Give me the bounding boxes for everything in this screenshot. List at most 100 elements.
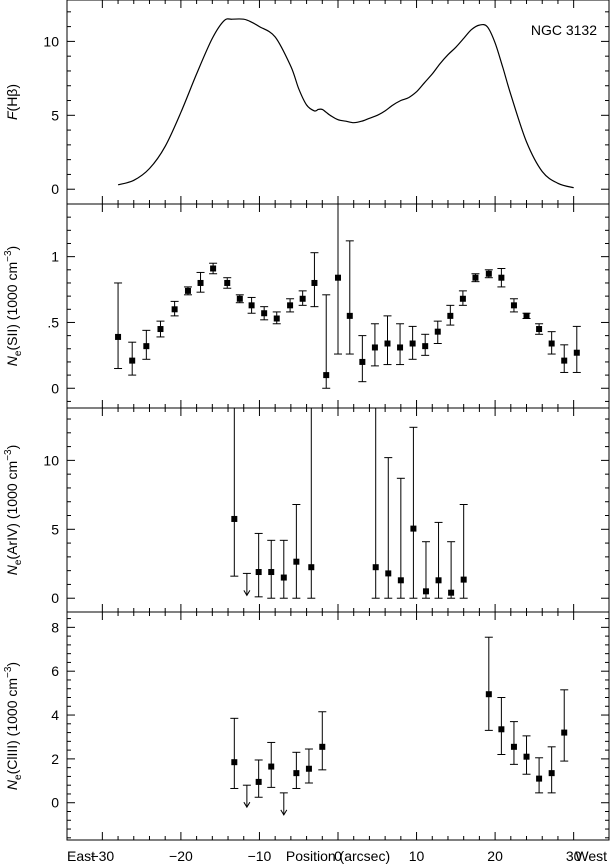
y-axis-title: F(Hβ) xyxy=(4,84,20,120)
data-point xyxy=(299,295,306,302)
data-point xyxy=(561,357,568,364)
data-point xyxy=(268,569,275,576)
data-point xyxy=(384,340,391,347)
data-point xyxy=(434,328,441,335)
y-axis-title-close: ) xyxy=(4,662,20,667)
data-point xyxy=(447,312,454,319)
plot-area xyxy=(114,204,581,389)
data-point xyxy=(129,357,136,364)
y-tick-label: 10 xyxy=(43,33,59,49)
y-axis-title: Ne(SII) (1000 cm−3) xyxy=(3,246,24,366)
panel-hbeta: 0 5 10 F(Hβ) NGC 3132 xyxy=(4,0,610,205)
plot-area xyxy=(230,408,468,599)
y-tick-label: .5 xyxy=(47,314,59,330)
data-point xyxy=(422,343,429,350)
y-tick-label: 1 xyxy=(51,249,59,265)
data-point xyxy=(197,279,204,286)
y-tick-label: 8 xyxy=(51,619,59,635)
data-point xyxy=(523,753,530,760)
y-axis-title-text: (ArIV) (1000 cm xyxy=(4,461,20,560)
data-point xyxy=(472,274,479,281)
data-point xyxy=(319,743,326,750)
x-tick-label: 20 xyxy=(487,848,503,864)
x-tick-label: 30 xyxy=(566,848,582,864)
data-point xyxy=(346,312,353,319)
data-point xyxy=(510,743,517,750)
data-point xyxy=(273,315,280,322)
data-point xyxy=(498,726,505,733)
y-tick-label: 5 xyxy=(51,107,59,123)
x-tick-label: −20 xyxy=(169,848,193,864)
y-axis-title-text: (SII) (1000 cm xyxy=(4,262,20,351)
y-axis-title-superscript: −3 xyxy=(3,250,14,262)
y-tick-label: 0 xyxy=(51,795,59,811)
y-axis-title-text: (Hβ) xyxy=(4,84,20,112)
data-point xyxy=(305,765,312,772)
x-tick-label: 0 xyxy=(334,848,342,864)
hbeta-flux-curve xyxy=(117,18,574,189)
data-point xyxy=(510,302,517,309)
y-tick-label: 0 xyxy=(51,590,59,606)
data-point xyxy=(248,302,255,309)
y-tick-label: 2 xyxy=(51,751,59,767)
east-label: East xyxy=(67,848,95,864)
data-point xyxy=(548,770,555,777)
upper-limit-arrowhead xyxy=(280,809,288,816)
data-point xyxy=(548,340,555,347)
x-axis-title: Position (arcsec) xyxy=(286,848,390,864)
data-point xyxy=(397,344,404,351)
x-tick-label: 10 xyxy=(409,848,425,864)
data-point xyxy=(255,569,262,576)
data-point xyxy=(311,279,318,286)
y-axis-title-superscript: −3 xyxy=(3,666,14,678)
data-point xyxy=(435,577,442,584)
data-point xyxy=(485,270,492,277)
y-axis-title-subscript: e xyxy=(13,559,24,565)
data-point xyxy=(385,570,392,577)
y-axis-title-symbol: F xyxy=(4,110,20,120)
data-point xyxy=(335,274,341,281)
data-point xyxy=(523,312,530,319)
data-point xyxy=(268,763,275,770)
y-axis-title-symbol: N xyxy=(4,355,20,366)
data-point xyxy=(397,577,404,584)
plot-area xyxy=(117,18,574,189)
data-point xyxy=(459,295,466,302)
data-point xyxy=(280,574,287,581)
data-point xyxy=(115,333,122,340)
y-tick-label: 6 xyxy=(51,663,59,679)
plot-area xyxy=(230,636,569,816)
data-point xyxy=(359,358,366,365)
y-axis-title-symbol: N xyxy=(4,779,20,790)
panel-frame xyxy=(66,611,610,841)
data-point xyxy=(460,576,467,583)
panel-ne_ariv: 0 5 10 Ne(ArIV) (1000 cm−3) xyxy=(3,407,610,613)
data-point xyxy=(293,770,300,777)
data-point xyxy=(287,302,294,309)
data-point xyxy=(210,265,217,272)
panel-frame xyxy=(66,0,610,205)
y-tick-label: 4 xyxy=(51,707,59,723)
data-point xyxy=(422,588,429,595)
data-point xyxy=(231,759,238,766)
y-axis-title: Ne(ClIII) (1000 cm−3) xyxy=(3,662,24,790)
upper-limit-arrowhead xyxy=(243,590,251,597)
data-point xyxy=(448,589,455,596)
data-point xyxy=(372,564,379,571)
x-tick-label: −30 xyxy=(90,848,114,864)
y-axis-title-symbol: N xyxy=(4,564,20,575)
galaxy-annotation: NGC 3132 xyxy=(531,22,597,38)
y-tick-label: 0 xyxy=(51,181,59,197)
y-axis-title-text: (ClIII) (1000 cm xyxy=(4,678,20,774)
y-axis-title-subscript: e xyxy=(13,774,24,780)
y-axis-title-subscript: e xyxy=(13,350,24,356)
data-point xyxy=(410,525,417,532)
panel-ne_sii: 0 .5 1 Ne(SII) (1000 cm−3) xyxy=(3,203,610,409)
data-point xyxy=(224,279,231,286)
y-axis-title-superscript: −3 xyxy=(3,449,14,461)
y-tick-label: 5 xyxy=(51,521,59,537)
y-tick-label: 10 xyxy=(43,452,59,468)
data-point xyxy=(536,775,543,782)
